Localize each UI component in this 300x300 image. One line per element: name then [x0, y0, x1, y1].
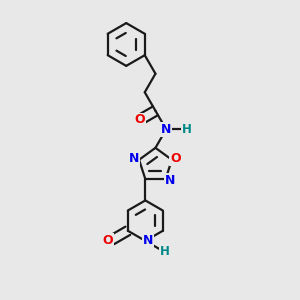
Text: N: N	[129, 152, 140, 165]
Text: N: N	[165, 174, 176, 187]
Text: H: H	[160, 245, 170, 258]
Text: H: H	[182, 123, 191, 136]
Text: O: O	[103, 234, 113, 247]
Text: O: O	[170, 152, 181, 165]
Text: O: O	[134, 113, 145, 126]
Text: N: N	[142, 234, 153, 248]
Text: N: N	[161, 123, 171, 136]
